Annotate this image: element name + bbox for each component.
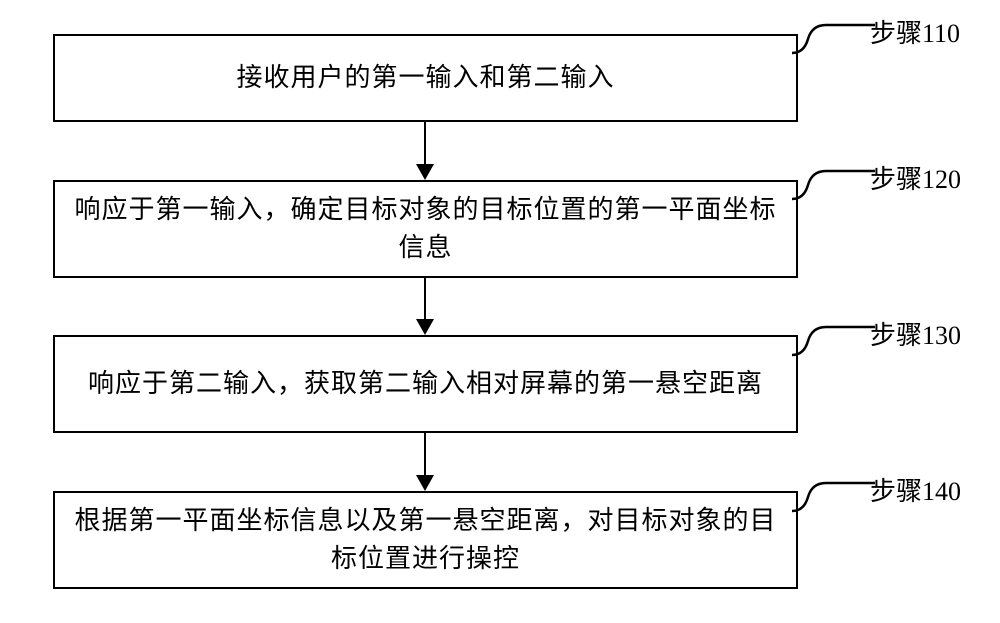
step-text-140: 根据第一平面坐标信息以及第一悬空距离，对目标对象的目标位置进行操控	[67, 502, 784, 577]
step-label-110: 步骤110	[870, 13, 960, 50]
connector-140	[790, 477, 875, 515]
step-box-140: 根据第一平面坐标信息以及第一悬空距离，对目标对象的目标位置进行操控	[53, 491, 798, 589]
connector-110	[790, 19, 875, 57]
arrow-1-2-shaft	[424, 122, 426, 164]
flowchart-canvas: 接收用户的第一输入和第二输入 步骤110 响应于第一输入，确定目标对象的目标位置…	[0, 0, 1000, 623]
step-box-130: 响应于第二输入，获取第二输入相对屏幕的第一悬空距离	[53, 335, 798, 433]
arrow-1-2-head	[416, 164, 434, 180]
arrow-2-3-head	[416, 319, 434, 335]
arrow-3-4-shaft	[424, 433, 426, 475]
step-box-120: 响应于第一输入，确定目标对象的目标位置的第一平面坐标信息	[53, 180, 798, 278]
step-label-120: 步骤120	[870, 159, 961, 196]
step-text-130: 响应于第二输入，获取第二输入相对屏幕的第一悬空距离	[88, 365, 763, 403]
connector-120	[790, 165, 875, 203]
step-box-110: 接收用户的第一输入和第二输入	[53, 34, 798, 122]
arrow-2-3-shaft	[424, 278, 426, 319]
step-label-140: 步骤140	[870, 471, 961, 508]
step-label-130: 步骤130	[870, 315, 961, 352]
step-text-120: 响应于第一输入，确定目标对象的目标位置的第一平面坐标信息	[67, 191, 784, 266]
connector-130	[790, 321, 875, 359]
step-text-110: 接收用户的第一输入和第二输入	[236, 59, 614, 97]
arrow-3-4-head	[416, 475, 434, 491]
